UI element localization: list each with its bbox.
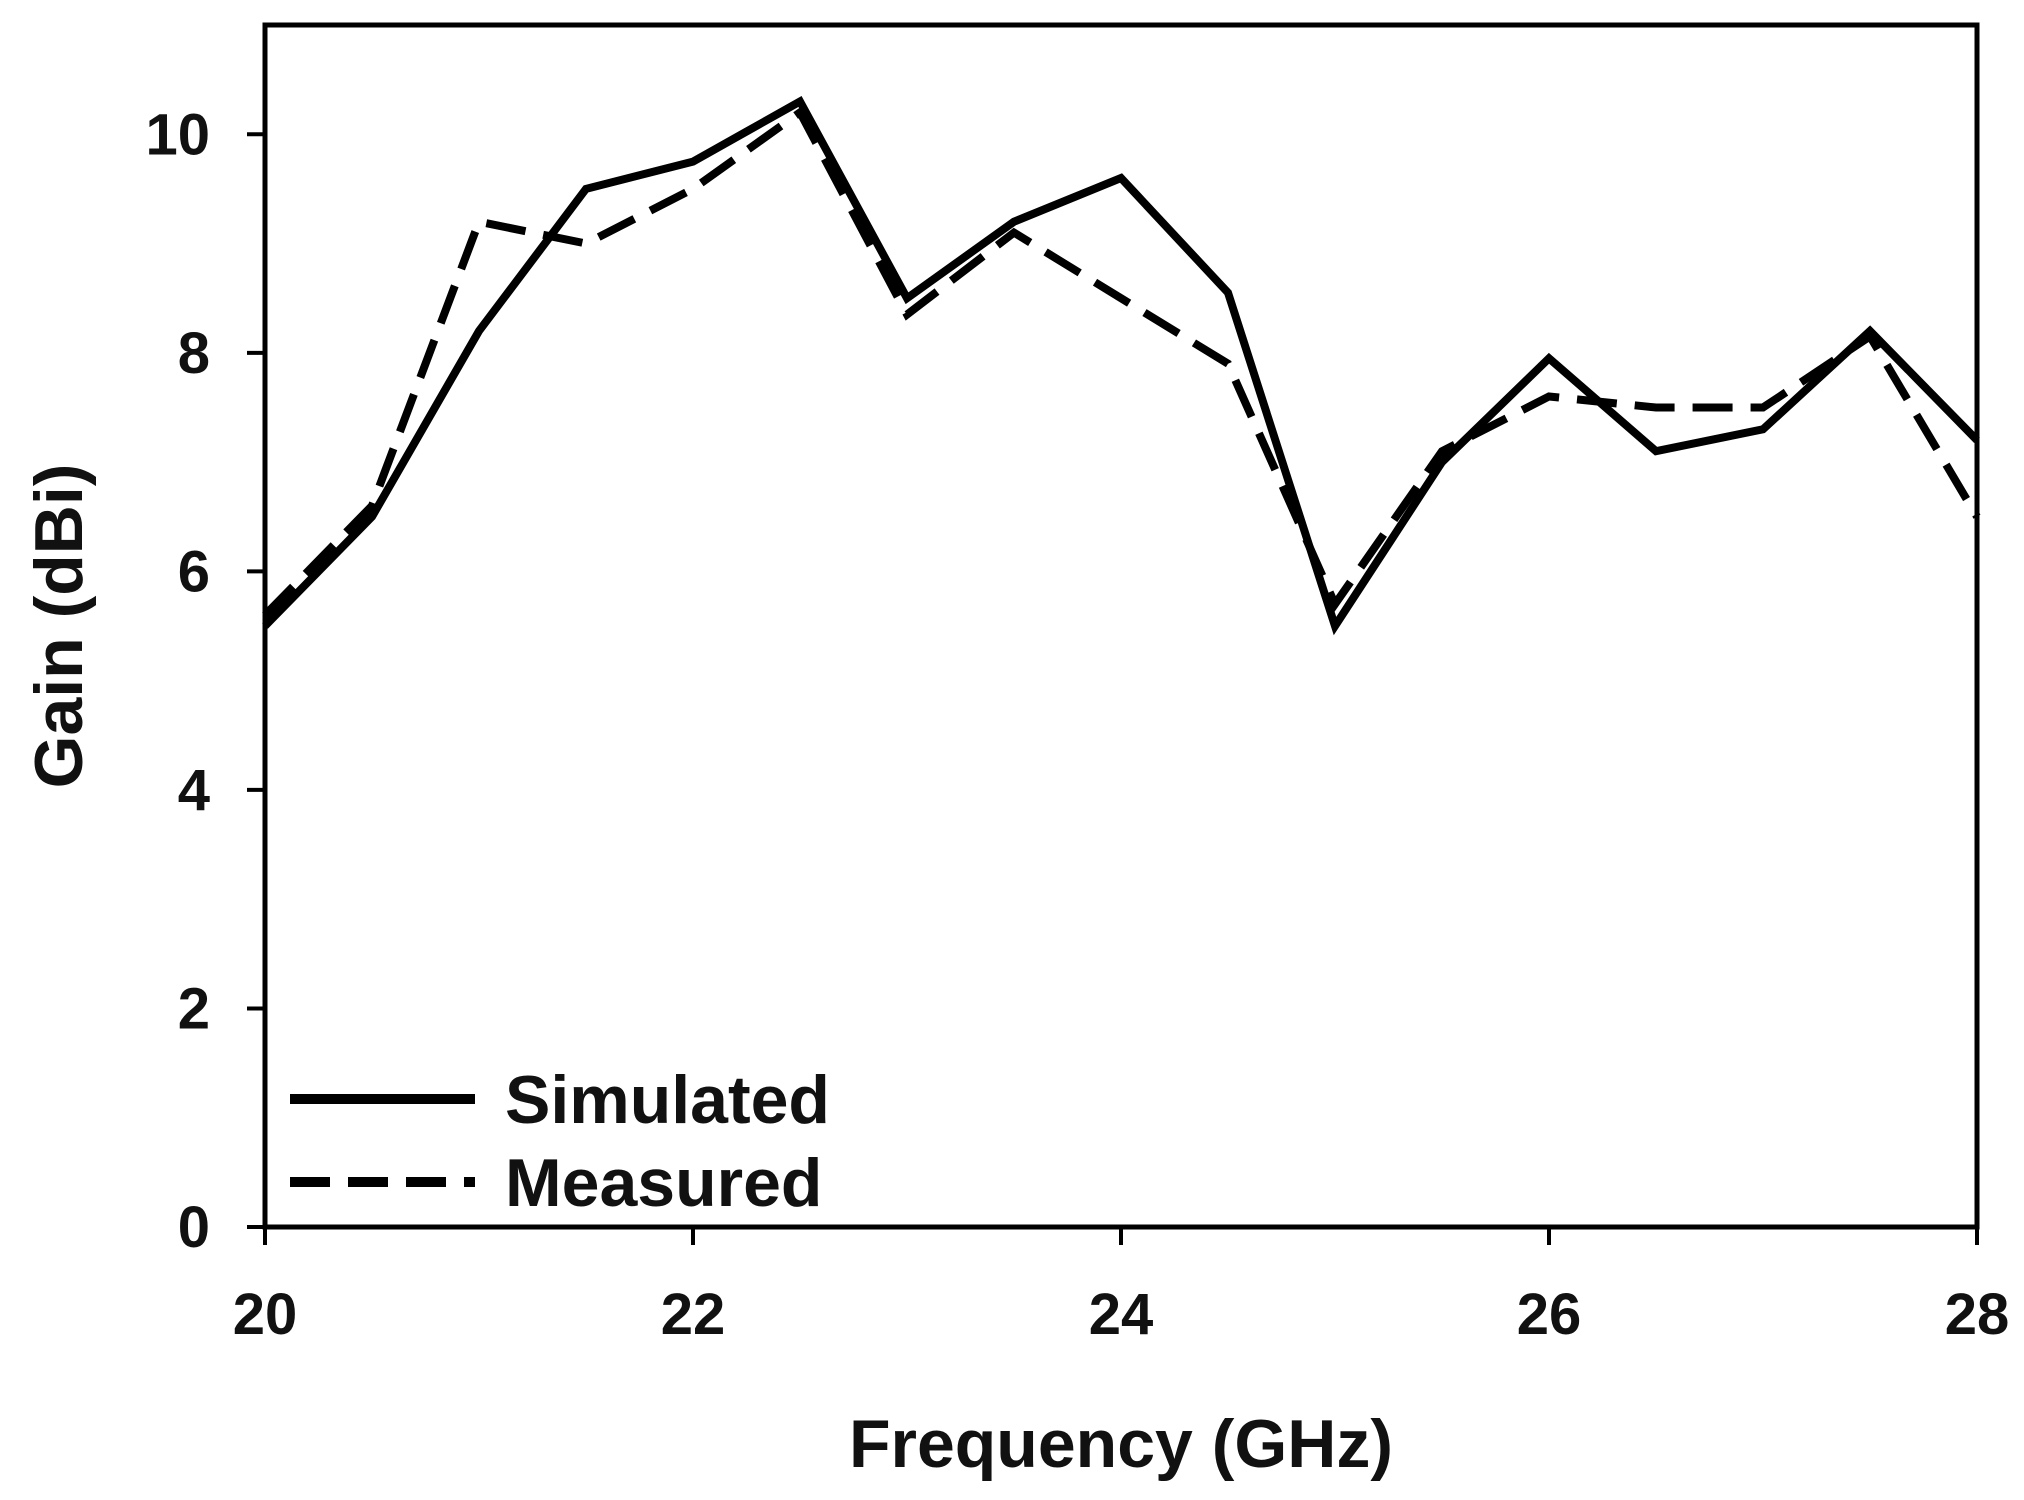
plot-area [262, 22, 1980, 1230]
series-layer [262, 96, 1981, 636]
legend-label-simulated: Simulated [505, 1062, 830, 1138]
x-axis-title: Frequency (GHz) [849, 1406, 1393, 1482]
y-tick-label: 4 [178, 758, 210, 823]
series-line-simulated [262, 96, 1980, 636]
x-tick-label: 20 [233, 1282, 298, 1347]
y-axis: 0 2 4 6 8 10 [145, 102, 265, 1260]
x-tick-label: 26 [1517, 1282, 1582, 1347]
y-tick-label: 0 [178, 1195, 210, 1260]
x-axis: 20 22 24 26 28 [233, 1227, 2010, 1347]
plot-frame [262, 22, 1980, 1230]
y-tick-label: 10 [145, 102, 210, 167]
legend: Simulated Measured [290, 1062, 830, 1221]
legend-label-measured: Measured [505, 1145, 822, 1221]
series-line-measured [262, 106, 1981, 618]
x-tick-label: 28 [1945, 1282, 2010, 1347]
x-tick-label: 22 [661, 1282, 726, 1347]
x-tick-label: 24 [1089, 1282, 1154, 1347]
y-tick-label: 6 [178, 539, 210, 604]
y-axis-title: Gain (dBi) [21, 464, 97, 789]
y-tick-label: 8 [178, 321, 210, 386]
y-tick-label: 2 [178, 976, 210, 1041]
